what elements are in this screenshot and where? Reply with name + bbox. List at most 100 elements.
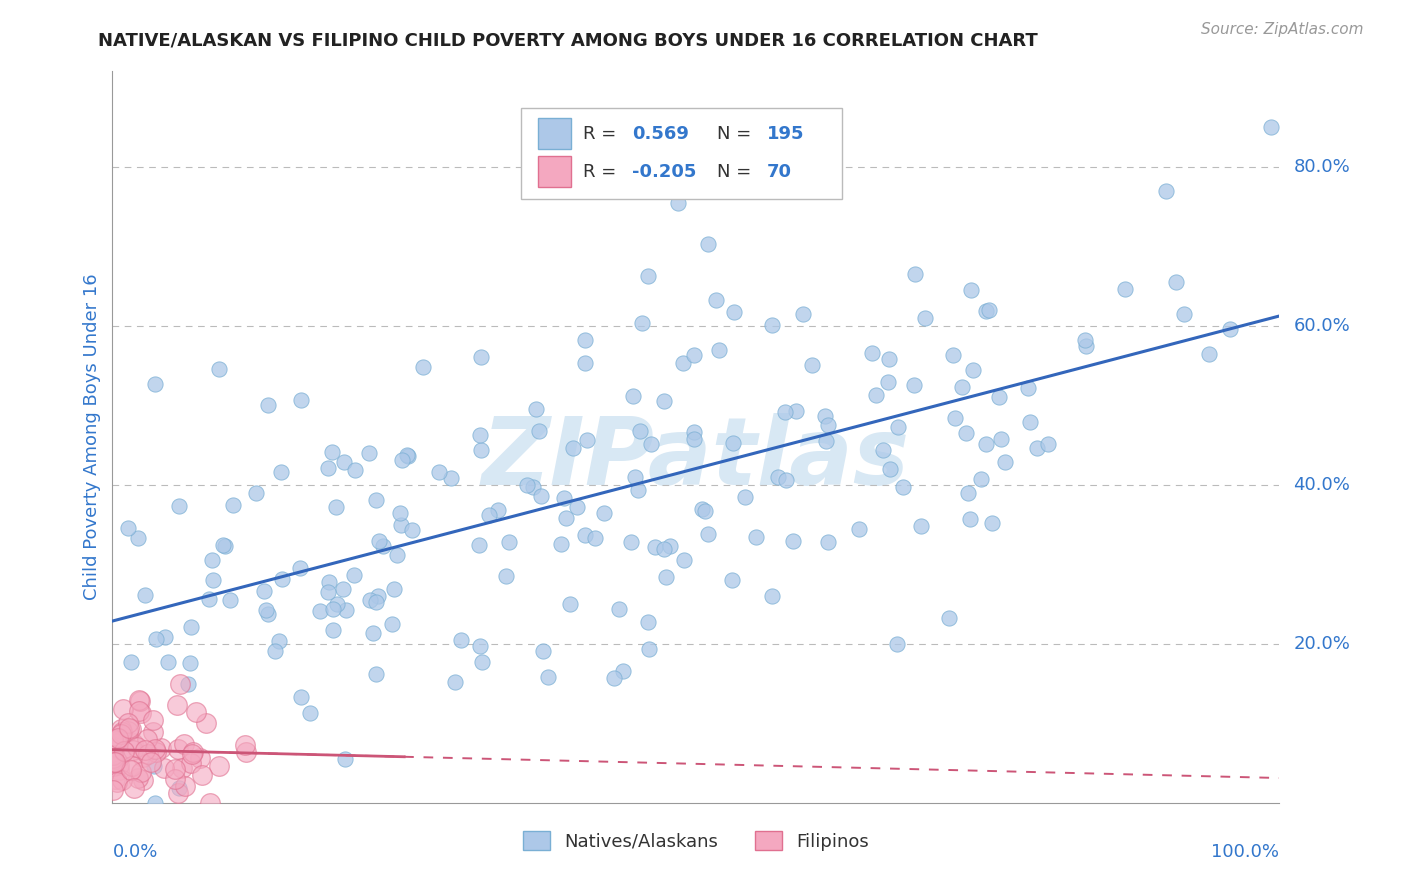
- Point: [879, 462, 901, 476]
- Point: [942, 348, 965, 362]
- Point: [180, 756, 202, 771]
- Point: [290, 560, 312, 574]
- Point: [1154, 185, 1177, 199]
- Text: N =: N =: [717, 125, 751, 143]
- Point: [524, 401, 547, 416]
- Point: [270, 573, 292, 587]
- Point: [257, 607, 280, 621]
- Point: [184, 705, 207, 719]
- Point: [792, 307, 814, 321]
- Point: [593, 507, 616, 521]
- Point: [373, 539, 395, 553]
- Point: [721, 436, 744, 450]
- Point: [658, 539, 681, 553]
- Point: [877, 351, 900, 366]
- Point: [607, 601, 630, 615]
- Text: R =: R =: [582, 125, 616, 143]
- Point: [325, 597, 347, 611]
- Point: [131, 706, 153, 721]
- Point: [903, 267, 925, 281]
- Point: [486, 503, 509, 517]
- Point: [1074, 333, 1097, 347]
- Point: [118, 721, 141, 735]
- Point: [768, 470, 790, 484]
- Point: [959, 512, 981, 526]
- Point: [150, 741, 173, 756]
- Point: [782, 534, 804, 549]
- Point: [101, 748, 124, 763]
- Point: [531, 644, 554, 658]
- Point: [468, 428, 491, 442]
- Text: 20.0%: 20.0%: [1294, 635, 1350, 653]
- Point: [117, 723, 139, 738]
- Text: 0.0%: 0.0%: [112, 843, 157, 861]
- Point: [440, 471, 463, 485]
- Point: [332, 582, 354, 596]
- Point: [108, 758, 131, 772]
- FancyBboxPatch shape: [520, 108, 842, 200]
- Point: [167, 785, 190, 799]
- Point: [683, 432, 706, 446]
- Point: [181, 747, 204, 761]
- Point: [253, 583, 276, 598]
- Point: [167, 499, 190, 513]
- Point: [107, 736, 129, 750]
- Point: [550, 537, 572, 551]
- Point: [122, 742, 145, 756]
- Point: [101, 751, 124, 765]
- Point: [478, 508, 501, 522]
- Point: [470, 350, 492, 364]
- Point: [198, 591, 221, 606]
- Point: [333, 752, 356, 766]
- Point: [179, 656, 201, 670]
- Point: [357, 446, 380, 460]
- Point: [134, 743, 156, 757]
- Point: [134, 588, 156, 602]
- Point: [177, 677, 200, 691]
- Point: [170, 761, 193, 775]
- Point: [167, 742, 190, 756]
- Legend: Natives/Alaskans, Filipinos: Natives/Alaskans, Filipinos: [515, 822, 877, 860]
- Point: [671, 356, 693, 370]
- Point: [290, 392, 312, 407]
- Point: [214, 539, 236, 553]
- Point: [814, 434, 837, 449]
- Point: [267, 633, 290, 648]
- Point: [1036, 437, 1059, 451]
- Point: [201, 573, 224, 587]
- Point: [117, 716, 139, 731]
- Point: [637, 615, 659, 629]
- Point: [270, 465, 292, 479]
- Point: [169, 676, 191, 690]
- Point: [167, 780, 190, 795]
- Point: [111, 725, 134, 739]
- Point: [128, 704, 150, 718]
- Point: [891, 481, 914, 495]
- Point: [127, 531, 149, 545]
- Text: R =: R =: [582, 162, 616, 180]
- Point: [974, 304, 997, 318]
- Point: [943, 411, 966, 425]
- Point: [637, 269, 659, 284]
- Point: [188, 751, 211, 765]
- Point: [565, 500, 588, 514]
- Point: [181, 746, 204, 760]
- Point: [318, 575, 340, 590]
- Point: [817, 417, 839, 432]
- Point: [122, 781, 145, 796]
- Point: [960, 283, 983, 297]
- Point: [142, 713, 165, 727]
- Point: [235, 745, 257, 759]
- Point: [139, 755, 162, 769]
- Point: [1019, 415, 1042, 429]
- Point: [628, 424, 651, 438]
- Point: [624, 470, 647, 484]
- Point: [111, 773, 134, 788]
- Point: [903, 378, 925, 392]
- Point: [886, 637, 908, 651]
- Point: [914, 310, 936, 325]
- Point: [785, 404, 807, 418]
- Point: [1114, 282, 1136, 296]
- Text: 70: 70: [768, 162, 792, 180]
- Text: 195: 195: [768, 125, 804, 143]
